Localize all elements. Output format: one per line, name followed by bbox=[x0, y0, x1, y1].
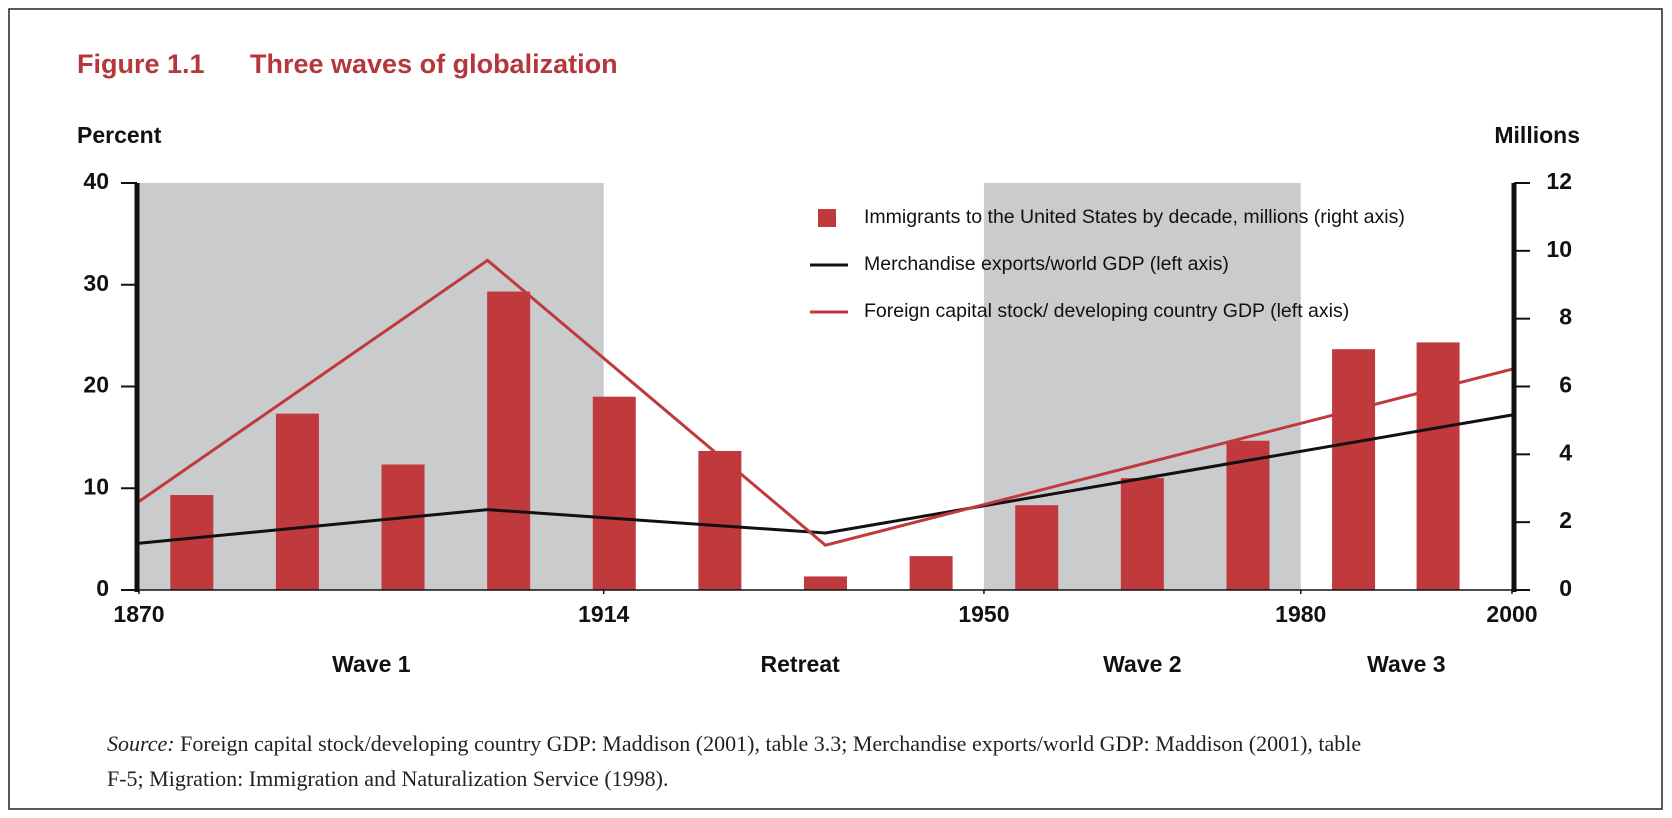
y2-tick-label: 4 bbox=[1559, 439, 1572, 465]
bar bbox=[381, 464, 425, 590]
y-tick-label: 40 bbox=[83, 168, 109, 194]
y2-tick-label: 10 bbox=[1546, 236, 1572, 262]
y-axis-label: Percent bbox=[77, 122, 162, 148]
x-tick-label: 1914 bbox=[578, 601, 629, 627]
line bbox=[138, 258, 1513, 547]
annotation: Wave 3 bbox=[1367, 651, 1445, 677]
annotation: Wave 1 bbox=[332, 651, 411, 677]
legend-label: Foreign capital stock/ developing countr… bbox=[864, 300, 1349, 322]
bar bbox=[698, 450, 742, 590]
bar bbox=[275, 413, 319, 590]
bar bbox=[1015, 505, 1059, 590]
y2-axis-label: Millions bbox=[1494, 122, 1580, 148]
y2-tick-label: 0 bbox=[1559, 575, 1572, 601]
x-tick-label: 1950 bbox=[958, 601, 1009, 627]
y2-tick-label: 8 bbox=[1559, 304, 1572, 330]
source-text: Foreign capital stock/developing country… bbox=[180, 731, 1361, 756]
legend-label: Immigrants to the United States by decad… bbox=[864, 206, 1405, 228]
y2-tick-label: 2 bbox=[1559, 507, 1572, 533]
legend-label: Merchandise exports/world GDP (left axis… bbox=[864, 253, 1229, 275]
frame bbox=[8, 8, 1663, 810]
source-label: Source: bbox=[107, 731, 175, 756]
x-tick-label: 1870 bbox=[113, 601, 164, 627]
y-tick-label: 20 bbox=[83, 372, 109, 398]
annotation: Wave 2 bbox=[1103, 651, 1181, 677]
bar bbox=[1332, 349, 1376, 590]
chart-title: Three waves of globalization bbox=[250, 49, 618, 79]
x-tick-label: 2000 bbox=[1486, 601, 1537, 627]
y2-tick-label: 12 bbox=[1546, 168, 1572, 194]
bar bbox=[487, 291, 531, 590]
y-tick-label: 10 bbox=[83, 473, 109, 499]
bar bbox=[909, 556, 953, 590]
line bbox=[138, 413, 1513, 545]
bar bbox=[1416, 342, 1460, 590]
y-tick-label: 0 bbox=[96, 575, 109, 601]
bar bbox=[1226, 440, 1270, 590]
annotation: Retreat bbox=[761, 651, 841, 677]
source-line: Source: Foreign capital stock/developing… bbox=[107, 731, 1361, 756]
bar bbox=[592, 396, 636, 590]
bar bbox=[1120, 478, 1164, 590]
figure-number: Figure 1.1 bbox=[77, 49, 205, 79]
legend-swatch bbox=[818, 209, 836, 227]
y2-tick-label: 6 bbox=[1559, 372, 1572, 398]
x-tick-label: 1980 bbox=[1275, 601, 1326, 627]
y-tick-label: 30 bbox=[83, 270, 109, 296]
source-line: F-5; Migration: Immigration and Naturali… bbox=[107, 766, 668, 791]
bar bbox=[804, 576, 847, 590]
bar bbox=[170, 495, 214, 590]
